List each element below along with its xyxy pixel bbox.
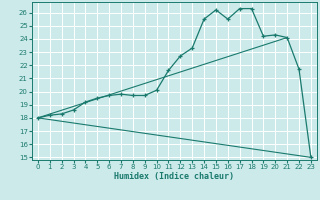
X-axis label: Humidex (Indice chaleur): Humidex (Indice chaleur) (115, 172, 234, 181)
